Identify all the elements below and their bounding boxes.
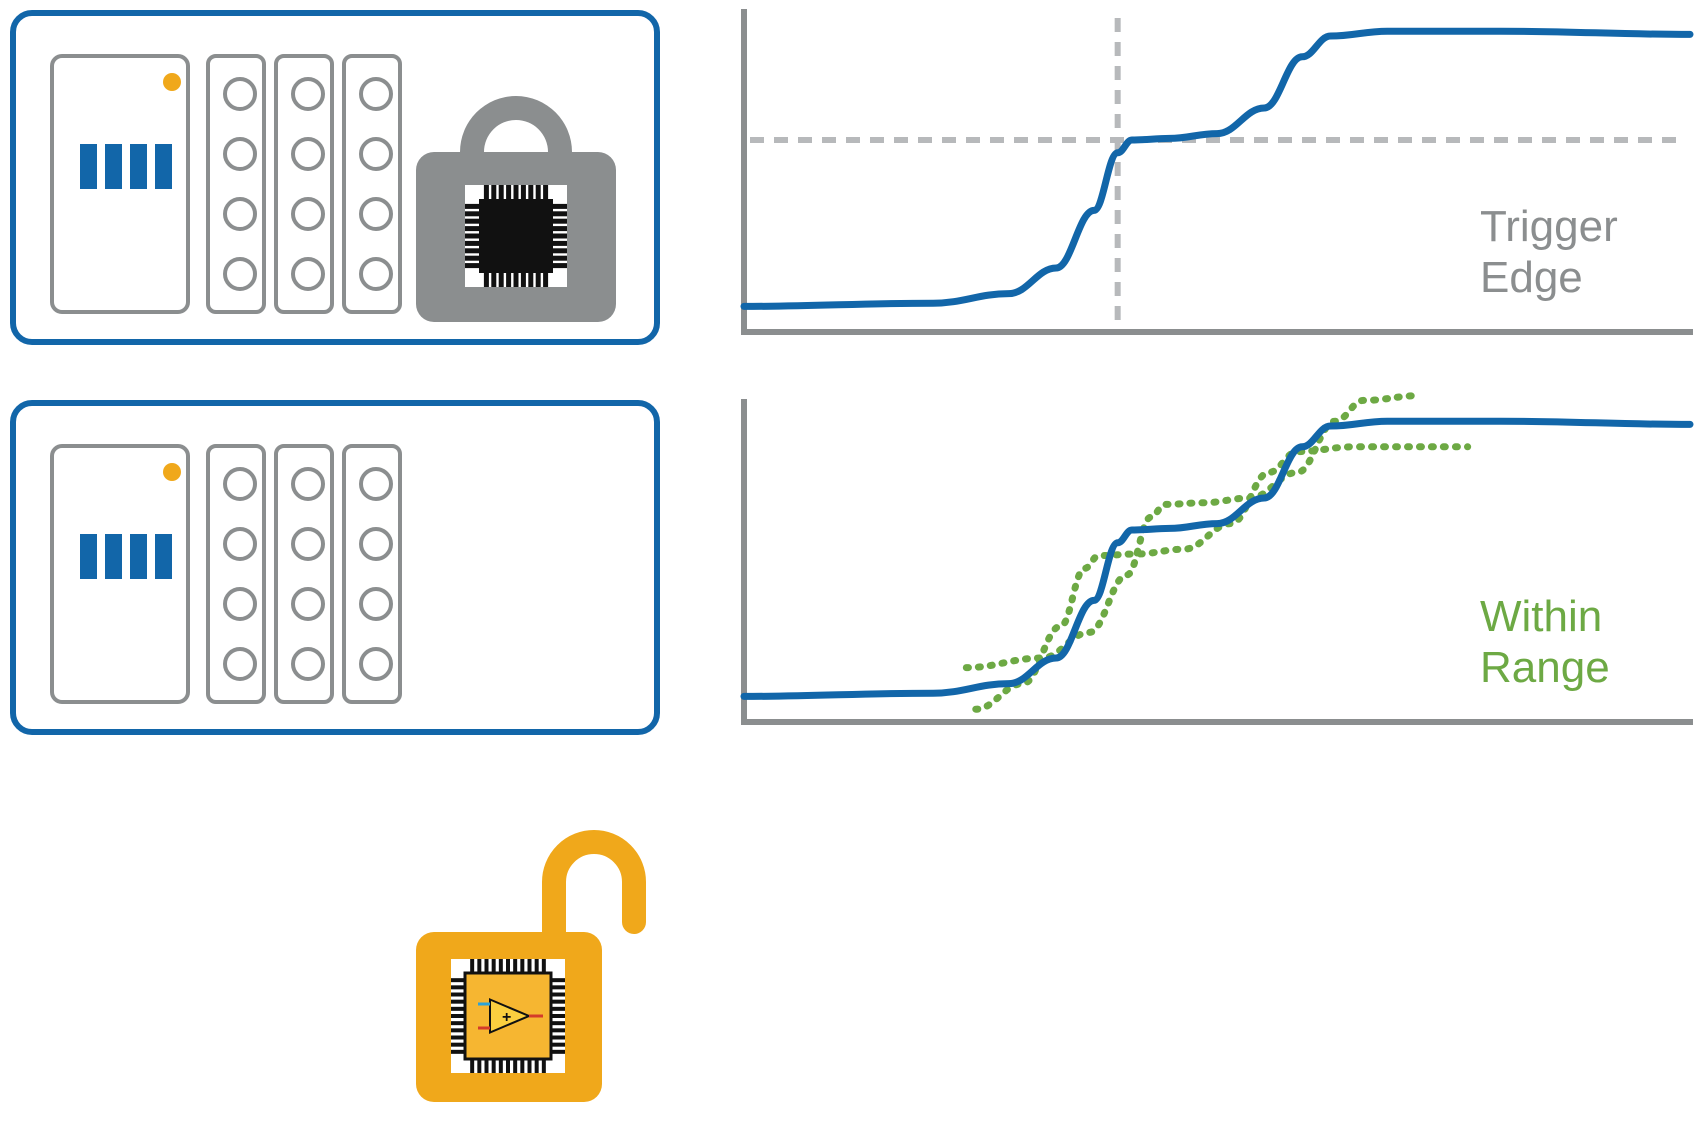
connector-port <box>223 527 257 561</box>
svg-text:+: + <box>502 1009 511 1026</box>
connector-port <box>223 647 257 681</box>
status-led <box>163 73 181 91</box>
connector-port <box>359 647 393 681</box>
indicator-bar <box>105 534 122 579</box>
lock-open-icon: + <box>416 846 676 1146</box>
range-upper-bound <box>966 396 1420 668</box>
indicator-bar <box>130 534 147 579</box>
connector-port <box>359 587 393 621</box>
label-line-1: Trigger <box>1480 202 1618 253</box>
instrument-chassis <box>10 10 660 345</box>
connector-port <box>359 467 393 501</box>
connector-port <box>223 587 257 621</box>
connector-port <box>359 77 393 111</box>
io-slot <box>206 54 266 314</box>
trigger-edge-label: TriggerEdge <box>1480 202 1618 303</box>
within-range-label: WithinRange <box>1480 592 1610 693</box>
connector-port <box>359 137 393 171</box>
io-slot <box>274 54 334 314</box>
connector-port <box>291 647 325 681</box>
range-lower-bound <box>976 447 1468 709</box>
controller-module <box>50 54 190 314</box>
connector-port <box>291 527 325 561</box>
connector-port <box>291 137 325 171</box>
status-led <box>163 463 181 481</box>
connector-port <box>359 257 393 291</box>
instrument-chassis: + <box>10 400 660 735</box>
connector-port <box>223 197 257 231</box>
label-line-2: Range <box>1480 643 1610 694</box>
indicator-bar <box>155 534 172 579</box>
connector-port <box>291 587 325 621</box>
connector-port <box>291 257 325 291</box>
label-line-1: Within <box>1480 592 1610 643</box>
connector-port <box>291 77 325 111</box>
io-slot <box>206 444 266 704</box>
io-slot <box>342 54 402 314</box>
indicator-bar <box>105 144 122 189</box>
connector-port <box>223 467 257 501</box>
io-slot <box>342 444 402 704</box>
connector-port <box>223 77 257 111</box>
label-line-2: Edge <box>1480 253 1618 304</box>
indicator-bar <box>80 144 97 189</box>
connector-port <box>359 527 393 561</box>
connector-port <box>291 197 325 231</box>
io-slot <box>274 444 334 704</box>
indicator-bar <box>155 144 172 189</box>
indicator-bar <box>130 144 147 189</box>
connector-port <box>223 257 257 291</box>
diagram-canvas: + TriggerEdge WithinRange <box>0 0 1706 756</box>
controller-module <box>50 444 190 704</box>
indicator-bar <box>80 534 97 579</box>
lock-closed-icon <box>416 66 676 366</box>
connector-port <box>223 137 257 171</box>
connector-port <box>359 197 393 231</box>
connector-port <box>291 467 325 501</box>
